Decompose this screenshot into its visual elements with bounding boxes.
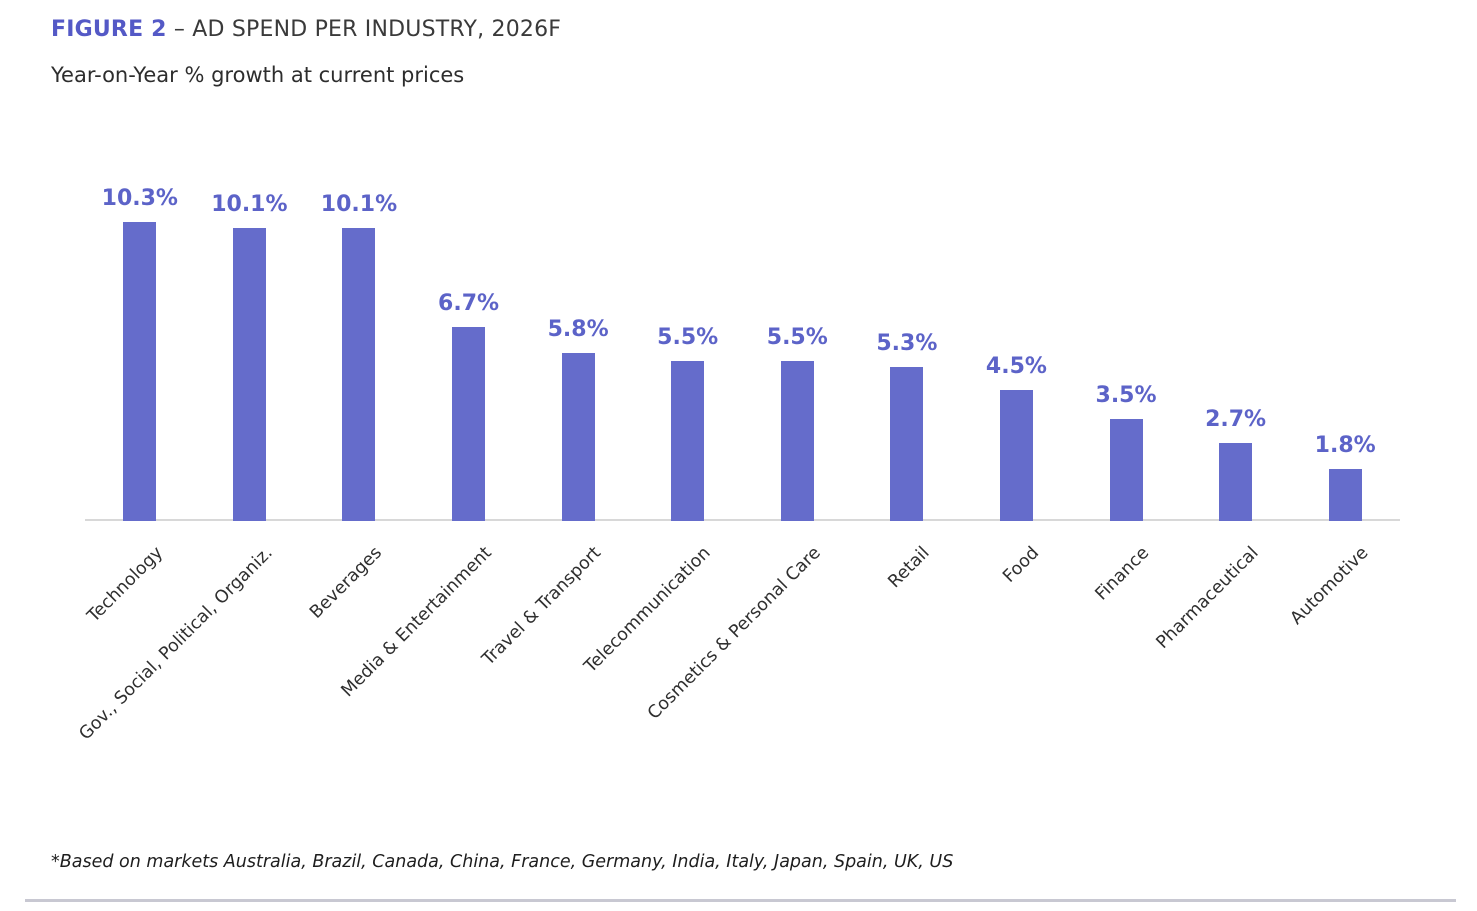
bar [452, 327, 486, 521]
chart-title-text: – AD SPEND PER INDUSTRY, 2026F [166, 17, 562, 42]
bar-value-label: 1.8% [1314, 433, 1376, 458]
bar-value-label: 2.7% [1205, 407, 1267, 432]
bar [999, 390, 1033, 521]
bar [1219, 443, 1253, 521]
x-axis-line [85, 519, 1400, 521]
bar [671, 361, 705, 521]
bar-value-label: 10.1% [211, 192, 288, 217]
footnote: *Based on markets Australia, Brazil, Can… [51, 852, 954, 872]
bar [1109, 419, 1143, 521]
bar [780, 361, 814, 521]
bar-value-label: 5.5% [657, 325, 719, 350]
x-axis-label: Travel & Transport [478, 543, 606, 670]
bar [232, 228, 266, 521]
x-axis-label: Food [999, 543, 1044, 587]
bar [342, 228, 376, 521]
x-axis-label: Beverages [306, 543, 387, 623]
x-axis-label: Retail [884, 543, 935, 593]
x-axis-label: Cosmetics & Personal Care [643, 543, 825, 724]
x-axis-label: Technology [83, 543, 167, 627]
x-axis-label: Automotive [1286, 543, 1373, 629]
bar-value-label: 4.5% [985, 354, 1047, 379]
x-axis-label: Pharmaceutical [1152, 543, 1263, 653]
chart-subtitle: Year-on-Year % growth at current prices [51, 63, 465, 87]
bar [890, 367, 924, 521]
chart-title: FIGURE 2 – AD SPEND PER INDUSTRY, 2026F [51, 17, 561, 42]
x-axis-label: Finance [1091, 543, 1154, 605]
bar-value-label: 5.3% [876, 331, 938, 356]
bar [1328, 469, 1362, 521]
bar-value-label: 3.5% [1095, 383, 1157, 408]
figure-label: FIGURE 2 [51, 17, 167, 42]
x-axis-label: Gov., Social, Political, Organiz. [75, 543, 277, 745]
bar [123, 222, 157, 521]
bar-value-label: 10.3% [101, 186, 178, 211]
bar [561, 353, 595, 521]
bottom-divider [25, 899, 1456, 902]
bar-value-label: 10.1% [320, 192, 398, 217]
bar-value-label: 5.5% [766, 325, 828, 350]
bar-value-label: 6.7% [438, 291, 500, 316]
bar-value-label: 5.8% [547, 317, 609, 342]
